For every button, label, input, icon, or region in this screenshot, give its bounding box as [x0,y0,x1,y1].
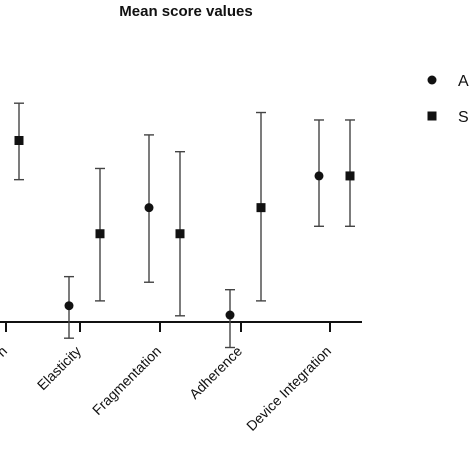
point-circle [314,171,324,181]
x-tick-label: Device Integration [243,343,334,434]
legend-marker-square [427,111,437,121]
chart-title: Mean score values [119,3,252,20]
point-square [14,135,24,145]
legend-label-a: A [458,73,469,90]
point-circle [144,203,154,213]
legend-label-s: S [458,109,469,126]
point-square [345,171,355,181]
point-circle [225,310,235,320]
legend: A S [427,73,469,126]
legend-marker-circle [427,75,437,85]
x-tick-label: Fragmentation [89,343,164,418]
point-square [256,203,266,213]
point-circle [64,301,74,311]
data-marks [14,102,355,349]
x-tick-label: Elasticity [34,343,84,393]
point-square [95,229,105,239]
point-square [175,229,185,239]
x-ticks: n Elasticity Fragmentation AdherenceDevice … [0,322,334,434]
x-tick-label: n [0,343,10,360]
x-tick-label: Adherence [186,343,245,402]
